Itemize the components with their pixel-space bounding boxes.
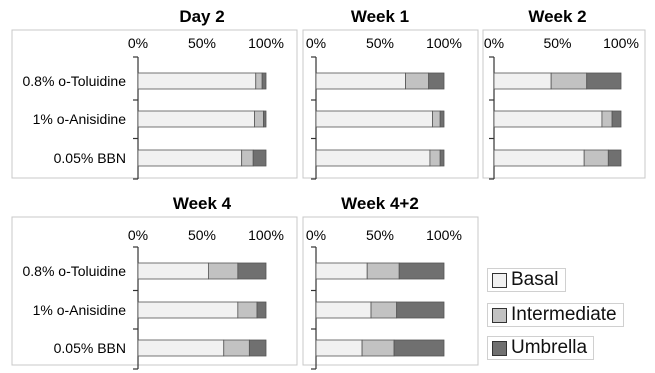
- bar-intermediate: [429, 149, 441, 167]
- legend-item-umbrella: Umbrella: [487, 336, 595, 360]
- legend-label-basal: Basal: [511, 269, 559, 290]
- bar-umbrella: [607, 149, 622, 167]
- x-tick-label: 50%: [366, 35, 394, 51]
- bar-umbrella: [439, 110, 445, 128]
- bar-basal: [137, 149, 243, 167]
- category-label: 0.8% o-Toluidine: [22, 263, 126, 279]
- bar-intermediate: [583, 149, 609, 167]
- panel-title-week-4: Week 4: [173, 194, 232, 213]
- x-tick-label: 100%: [426, 35, 462, 51]
- bar-intermediate: [370, 301, 398, 319]
- bar-umbrella: [248, 339, 267, 357]
- legend-label-intermediate: Intermediate: [511, 304, 617, 325]
- bar-intermediate: [241, 149, 254, 167]
- category-label: 0.05% BBN: [54, 340, 126, 356]
- bar-basal: [493, 72, 552, 90]
- panel-title-week-1: Week 1: [351, 7, 409, 26]
- bar-basal: [315, 72, 406, 90]
- bar-basal: [315, 262, 368, 280]
- bar-basal: [137, 262, 209, 280]
- bar-umbrella: [393, 339, 445, 357]
- x-tick-label: 0%: [484, 35, 504, 51]
- legend-item-basal: Basal: [487, 268, 566, 292]
- legend-swatch-umbrella: [492, 340, 507, 356]
- bar-basal: [315, 110, 433, 128]
- x-tick-label: 0%: [306, 35, 326, 51]
- bar-intermediate: [254, 110, 264, 128]
- bar-intermediate: [237, 301, 258, 319]
- x-tick-label: 100%: [248, 227, 284, 243]
- category-label: 1% o-Anisidine: [33, 111, 127, 127]
- bar-umbrella: [261, 72, 267, 90]
- panel-title-day-2: Day 2: [179, 7, 224, 26]
- x-tick-label: 50%: [543, 35, 571, 51]
- category-label: 1% o-Anisidine: [33, 302, 127, 318]
- bar-intermediate: [223, 339, 250, 357]
- bar-intermediate: [255, 72, 263, 90]
- legend-swatch-basal: [492, 272, 507, 288]
- bar-umbrella: [256, 301, 267, 319]
- x-tick-label: 50%: [188, 35, 216, 51]
- x-tick-label: 0%: [306, 227, 326, 243]
- x-tick-label: 0%: [128, 227, 148, 243]
- bar-intermediate: [601, 110, 613, 128]
- bar-intermediate: [405, 72, 430, 90]
- chart-legend: Basal Intermediate Umbrella: [487, 266, 647, 366]
- bar-umbrella: [237, 262, 267, 280]
- category-label: 0.05% BBN: [54, 150, 126, 166]
- panel-title-week-2: Week 2: [528, 7, 586, 26]
- bar-umbrella: [263, 110, 267, 128]
- bar-umbrella: [396, 301, 445, 319]
- bar-basal: [315, 149, 431, 167]
- legend-label-umbrella: Umbrella: [511, 337, 588, 358]
- bar-basal: [493, 149, 585, 167]
- category-label: 0.8% o-Toluidine: [22, 73, 126, 89]
- bar-basal: [137, 301, 239, 319]
- bar-umbrella: [586, 72, 622, 90]
- bar-intermediate: [432, 110, 441, 128]
- bar-umbrella: [439, 149, 445, 167]
- bar-umbrella: [611, 110, 622, 128]
- legend-swatch-intermediate: [492, 307, 507, 323]
- bar-intermediate: [366, 262, 400, 280]
- x-tick-label: 100%: [248, 35, 284, 51]
- bar-basal: [315, 339, 363, 357]
- bar-basal: [493, 110, 603, 128]
- x-tick-label: 50%: [188, 227, 216, 243]
- x-tick-label: 50%: [366, 227, 394, 243]
- bar-intermediate: [361, 339, 395, 357]
- bar-basal: [137, 339, 225, 357]
- bar-basal: [137, 72, 257, 90]
- bar-basal: [315, 301, 372, 319]
- bar-umbrella: [398, 262, 445, 280]
- legend-item-intermediate: Intermediate: [487, 303, 624, 327]
- bar-basal: [137, 110, 255, 128]
- bar-intermediate: [207, 262, 239, 280]
- bar-intermediate: [550, 72, 588, 90]
- x-tick-label: 0%: [128, 35, 148, 51]
- x-tick-label: 100%: [426, 227, 462, 243]
- bar-umbrella: [428, 72, 445, 90]
- x-tick-label: 100%: [603, 35, 639, 51]
- panel-title-week-4-2: Week 4+2: [341, 194, 419, 213]
- bar-umbrella: [252, 149, 267, 167]
